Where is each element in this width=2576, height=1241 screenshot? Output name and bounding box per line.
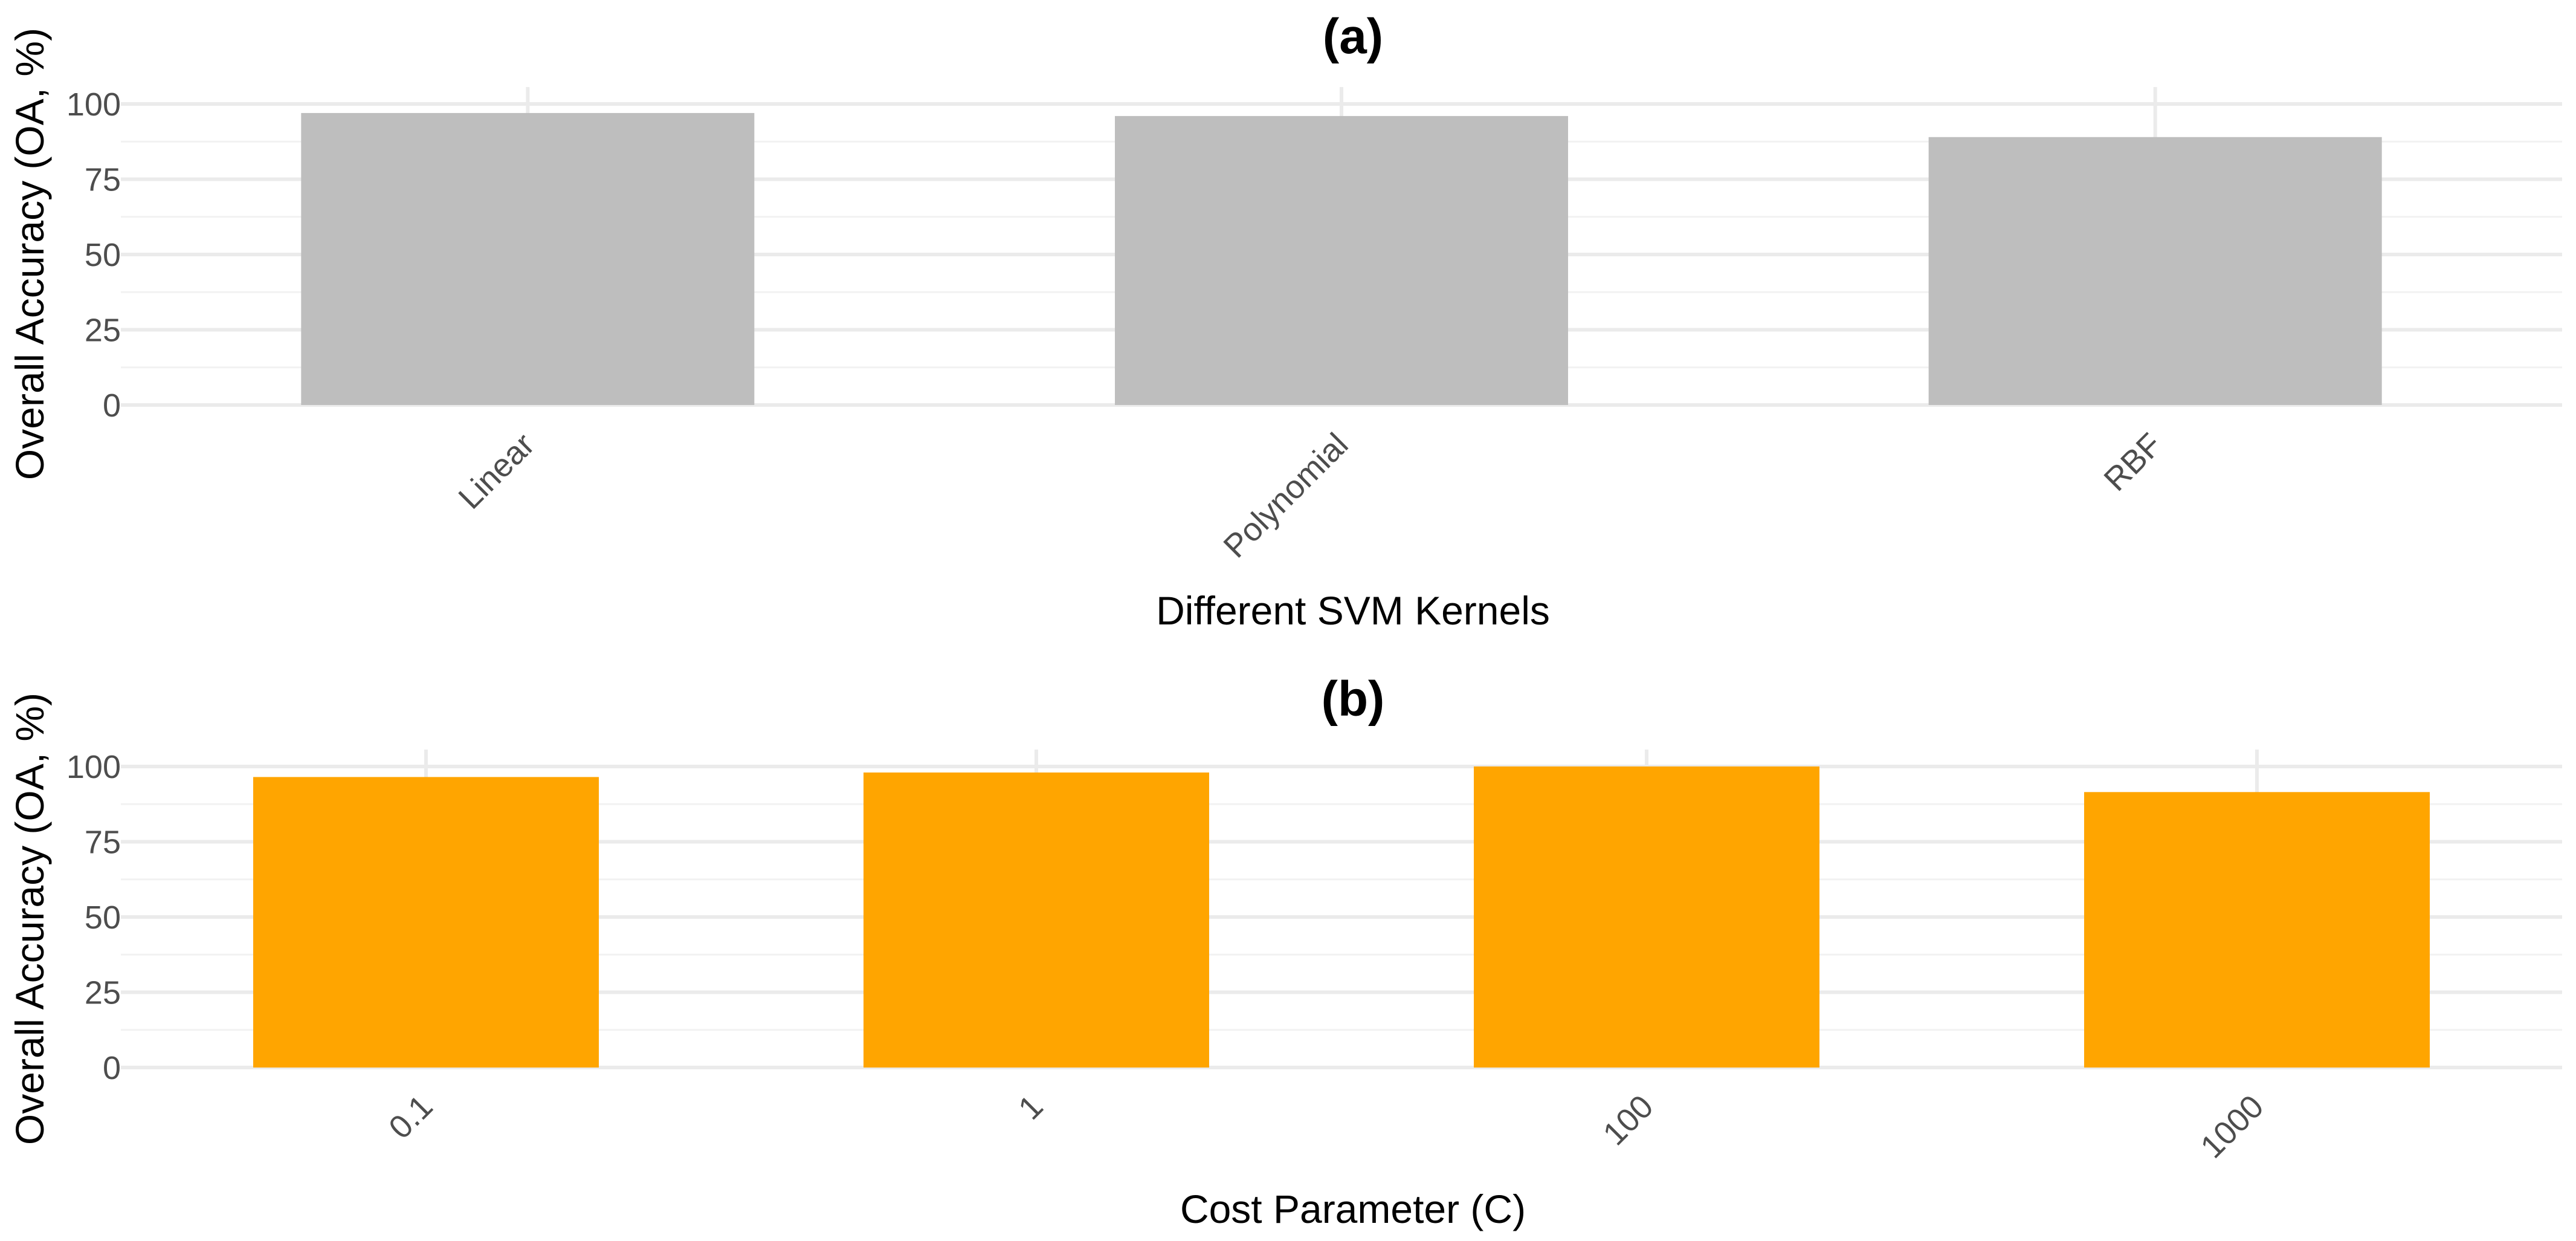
panel-a-y-ticks: 0 25 50 75 100 [66, 86, 121, 424]
panel-b-x-axis-title: Cost Parameter (C) [1180, 1187, 1526, 1231]
panel-b-x-ticks: 0.1 1 100 1000 [382, 1088, 2271, 1165]
panel-a-x-axis-title: Different SVM Kernels [1156, 588, 1550, 633]
panel-b-bars [253, 766, 2430, 1068]
x-tick-label: RBF [2097, 426, 2169, 498]
bar-1000 [2084, 792, 2430, 1068]
y-tick-label: 25 [85, 313, 121, 349]
y-tick-label: 75 [85, 825, 121, 861]
x-tick-label: Polynomial [1216, 426, 1355, 565]
y-tick-label: 0 [103, 387, 121, 424]
y-tick-label: 75 [85, 162, 121, 198]
panel-a-y-axis-title: Overall Accuracy (OA, %) [7, 28, 52, 480]
x-tick-label: 0.1 [382, 1088, 440, 1146]
bar-rbf [1928, 137, 2382, 405]
panel-b-y-ticks: 0 25 50 75 100 [66, 749, 121, 1086]
y-tick-label: 0 [103, 1050, 121, 1086]
panel-a: (a) 0 25 50 75 100 Linear Polynomial RBF Diffe… [7, 9, 2562, 633]
bar-linear [301, 112, 755, 405]
panel-b: (b) 0 25 50 75 100 0.1 1 100 1000 Cost Paramete… [7, 672, 2562, 1231]
panel-a-bars [301, 112, 2382, 406]
panel-b-title: (b) [1322, 672, 1385, 727]
y-tick-label: 100 [66, 749, 121, 785]
bar-0-1 [253, 777, 599, 1068]
x-tick-label: 100 [1596, 1088, 1660, 1152]
panel-b-y-axis-title: Overall Accuracy (OA, %) [7, 693, 52, 1145]
y-tick-label: 25 [85, 975, 121, 1011]
bar-100 [1474, 766, 1819, 1068]
x-tick-label: Linear [451, 426, 541, 516]
x-tick-label: 1 [1012, 1088, 1050, 1127]
y-tick-label: 50 [85, 899, 121, 936]
panel-a-x-ticks: Linear Polynomial RBF [451, 426, 2169, 565]
y-tick-label: 100 [66, 86, 121, 123]
bar-1 [864, 772, 1209, 1068]
y-tick-label: 50 [85, 237, 121, 273]
x-tick-label: 1000 [2193, 1088, 2270, 1165]
panel-a-title: (a) [1323, 9, 1383, 64]
bar-polynomial [1115, 115, 1568, 406]
